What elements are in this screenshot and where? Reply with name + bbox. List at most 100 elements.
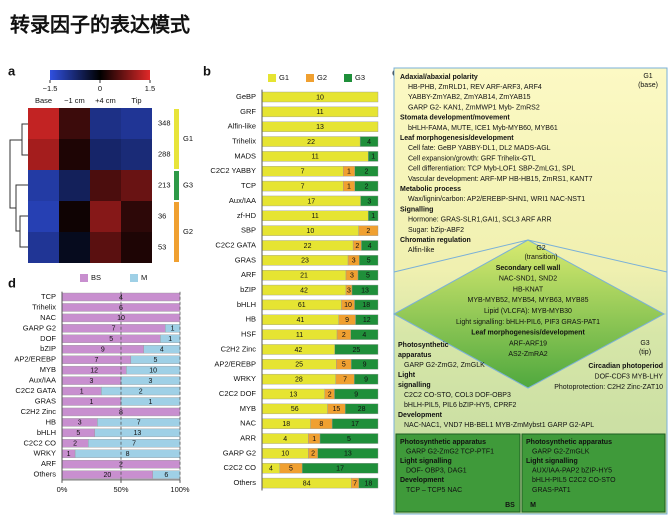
category-label: GARP G2 xyxy=(223,448,256,457)
panel-label: a xyxy=(8,63,16,78)
diagram-item: AS2-ZmRA2 xyxy=(508,351,547,358)
diagram-heading: Development xyxy=(400,477,445,484)
value-label: 7 xyxy=(132,441,136,448)
diagram-label: (transition) xyxy=(524,254,557,261)
heatmap-cell xyxy=(90,170,121,201)
value-label: 56 xyxy=(291,406,299,413)
category-label: HB xyxy=(46,417,56,426)
heatmap-cell xyxy=(121,201,152,232)
value-label: 17 xyxy=(336,466,344,473)
diagram-item: bHLH-PIL5, PIL6 bZIP-HY5, CPRF2 xyxy=(404,402,517,409)
heatmap-cell xyxy=(90,139,121,170)
value-label: 5 xyxy=(367,258,371,265)
value-label: 3 xyxy=(347,287,351,294)
diagram-heading: Photosynthetic apparatus xyxy=(398,342,451,359)
legend-label: M xyxy=(141,273,147,282)
bar-segment xyxy=(120,397,181,406)
bar-segment xyxy=(359,255,379,266)
value-label: 21 xyxy=(300,273,308,280)
heatmap-cell xyxy=(59,232,90,263)
heatmap-cell xyxy=(28,108,59,139)
value-label: 11 xyxy=(312,213,319,220)
category-label: ARF xyxy=(241,270,256,279)
value-label: 1 xyxy=(80,388,84,395)
value-label: 2 xyxy=(342,332,346,339)
diagram-item: Cell expansion/growth: GRF Trihelix-GTL xyxy=(408,155,536,162)
dendrogram-branch xyxy=(21,123,28,156)
value-label: 7 xyxy=(301,169,305,176)
value-label: 2 xyxy=(355,243,359,250)
value-label: 23 xyxy=(301,258,309,265)
value-label: 28 xyxy=(295,376,303,383)
value-label: 3 xyxy=(352,258,356,265)
category-label: Alfin-like xyxy=(228,122,256,131)
value-label: 7 xyxy=(353,480,357,487)
legend-label: G1 xyxy=(279,73,289,82)
category-label: MYB xyxy=(40,365,56,374)
diagram-label: G2 xyxy=(536,245,545,252)
value-label: 2 xyxy=(311,451,315,458)
category-label: Trihelix xyxy=(232,137,256,146)
value-label: 1 xyxy=(371,154,375,161)
category-label: DOF xyxy=(40,334,56,343)
heatmap-cell xyxy=(121,108,152,139)
diagram-g2-diamond xyxy=(392,239,666,389)
diagram-item: Sugar: bZip-ABF2 xyxy=(408,227,464,234)
category-label: Aux/IAA xyxy=(29,376,56,385)
column-label: +4 cm xyxy=(95,96,116,105)
value-label: 18 xyxy=(365,480,373,487)
category-label: AP2/EREBP xyxy=(14,355,56,364)
category-label: bZIP xyxy=(40,344,56,353)
group-bar xyxy=(174,109,179,169)
value-label: 12 xyxy=(90,367,98,374)
value-label: 1 xyxy=(312,436,316,443)
category-label: zf-HD xyxy=(237,211,257,220)
value-label: 3 xyxy=(149,378,153,385)
diagram-heading: Stomata development/movement xyxy=(400,115,510,122)
legend-swatch xyxy=(80,274,88,282)
column-label: −1 cm xyxy=(64,96,85,105)
value-label: 12 xyxy=(363,317,371,324)
diagram-m-box xyxy=(521,433,666,513)
dendrogram-branch xyxy=(15,184,28,232)
diagram-item: bHLH-PIL5 C2C2 CO-STO xyxy=(532,477,616,484)
value-label: 25 xyxy=(352,347,360,354)
value-label: 17 xyxy=(351,421,359,428)
value-label: 2 xyxy=(366,228,370,235)
value-label: 1 xyxy=(168,336,172,343)
dendrogram xyxy=(9,123,28,248)
value-label: 1 xyxy=(90,399,94,406)
value-label: 7 xyxy=(94,357,98,364)
group-bar xyxy=(174,171,179,200)
bar-segment xyxy=(351,359,379,370)
colorbar-tick-label: −1.5 xyxy=(43,84,58,93)
group-bar xyxy=(174,202,179,262)
value-label: 1 xyxy=(347,169,351,176)
row-label: 53 xyxy=(158,242,166,251)
value-label: 18 xyxy=(362,302,370,309)
value-label: 2 xyxy=(139,388,143,395)
bar-segment xyxy=(368,151,379,162)
diagram-heading: Light signalling xyxy=(400,458,452,465)
legend-label: G2 xyxy=(317,73,327,82)
heatmap-cell xyxy=(121,170,152,201)
value-label: 9 xyxy=(364,376,368,383)
value-label: 13 xyxy=(316,124,324,131)
diagram-item: YABBY-ZmYAB2, ZmYAB14, ZmYAB15 xyxy=(408,94,531,101)
value-label: 13 xyxy=(290,391,298,398)
value-label: 7 xyxy=(137,420,141,427)
bar-segment xyxy=(354,299,379,311)
bar-segment xyxy=(334,344,379,355)
bar-segment xyxy=(361,240,379,251)
category-label: HB xyxy=(246,315,256,324)
value-label: 13 xyxy=(133,430,141,437)
value-label: 7 xyxy=(343,376,347,383)
bar-segment xyxy=(354,166,379,177)
diagram-item: TCP – TCP5 NAC xyxy=(406,487,462,494)
category-label: MYB xyxy=(240,404,256,413)
bar-segment xyxy=(334,388,379,400)
diagram-label: G3 xyxy=(640,340,649,347)
diagram-divider xyxy=(527,239,668,273)
category-label: MADS xyxy=(234,151,256,160)
